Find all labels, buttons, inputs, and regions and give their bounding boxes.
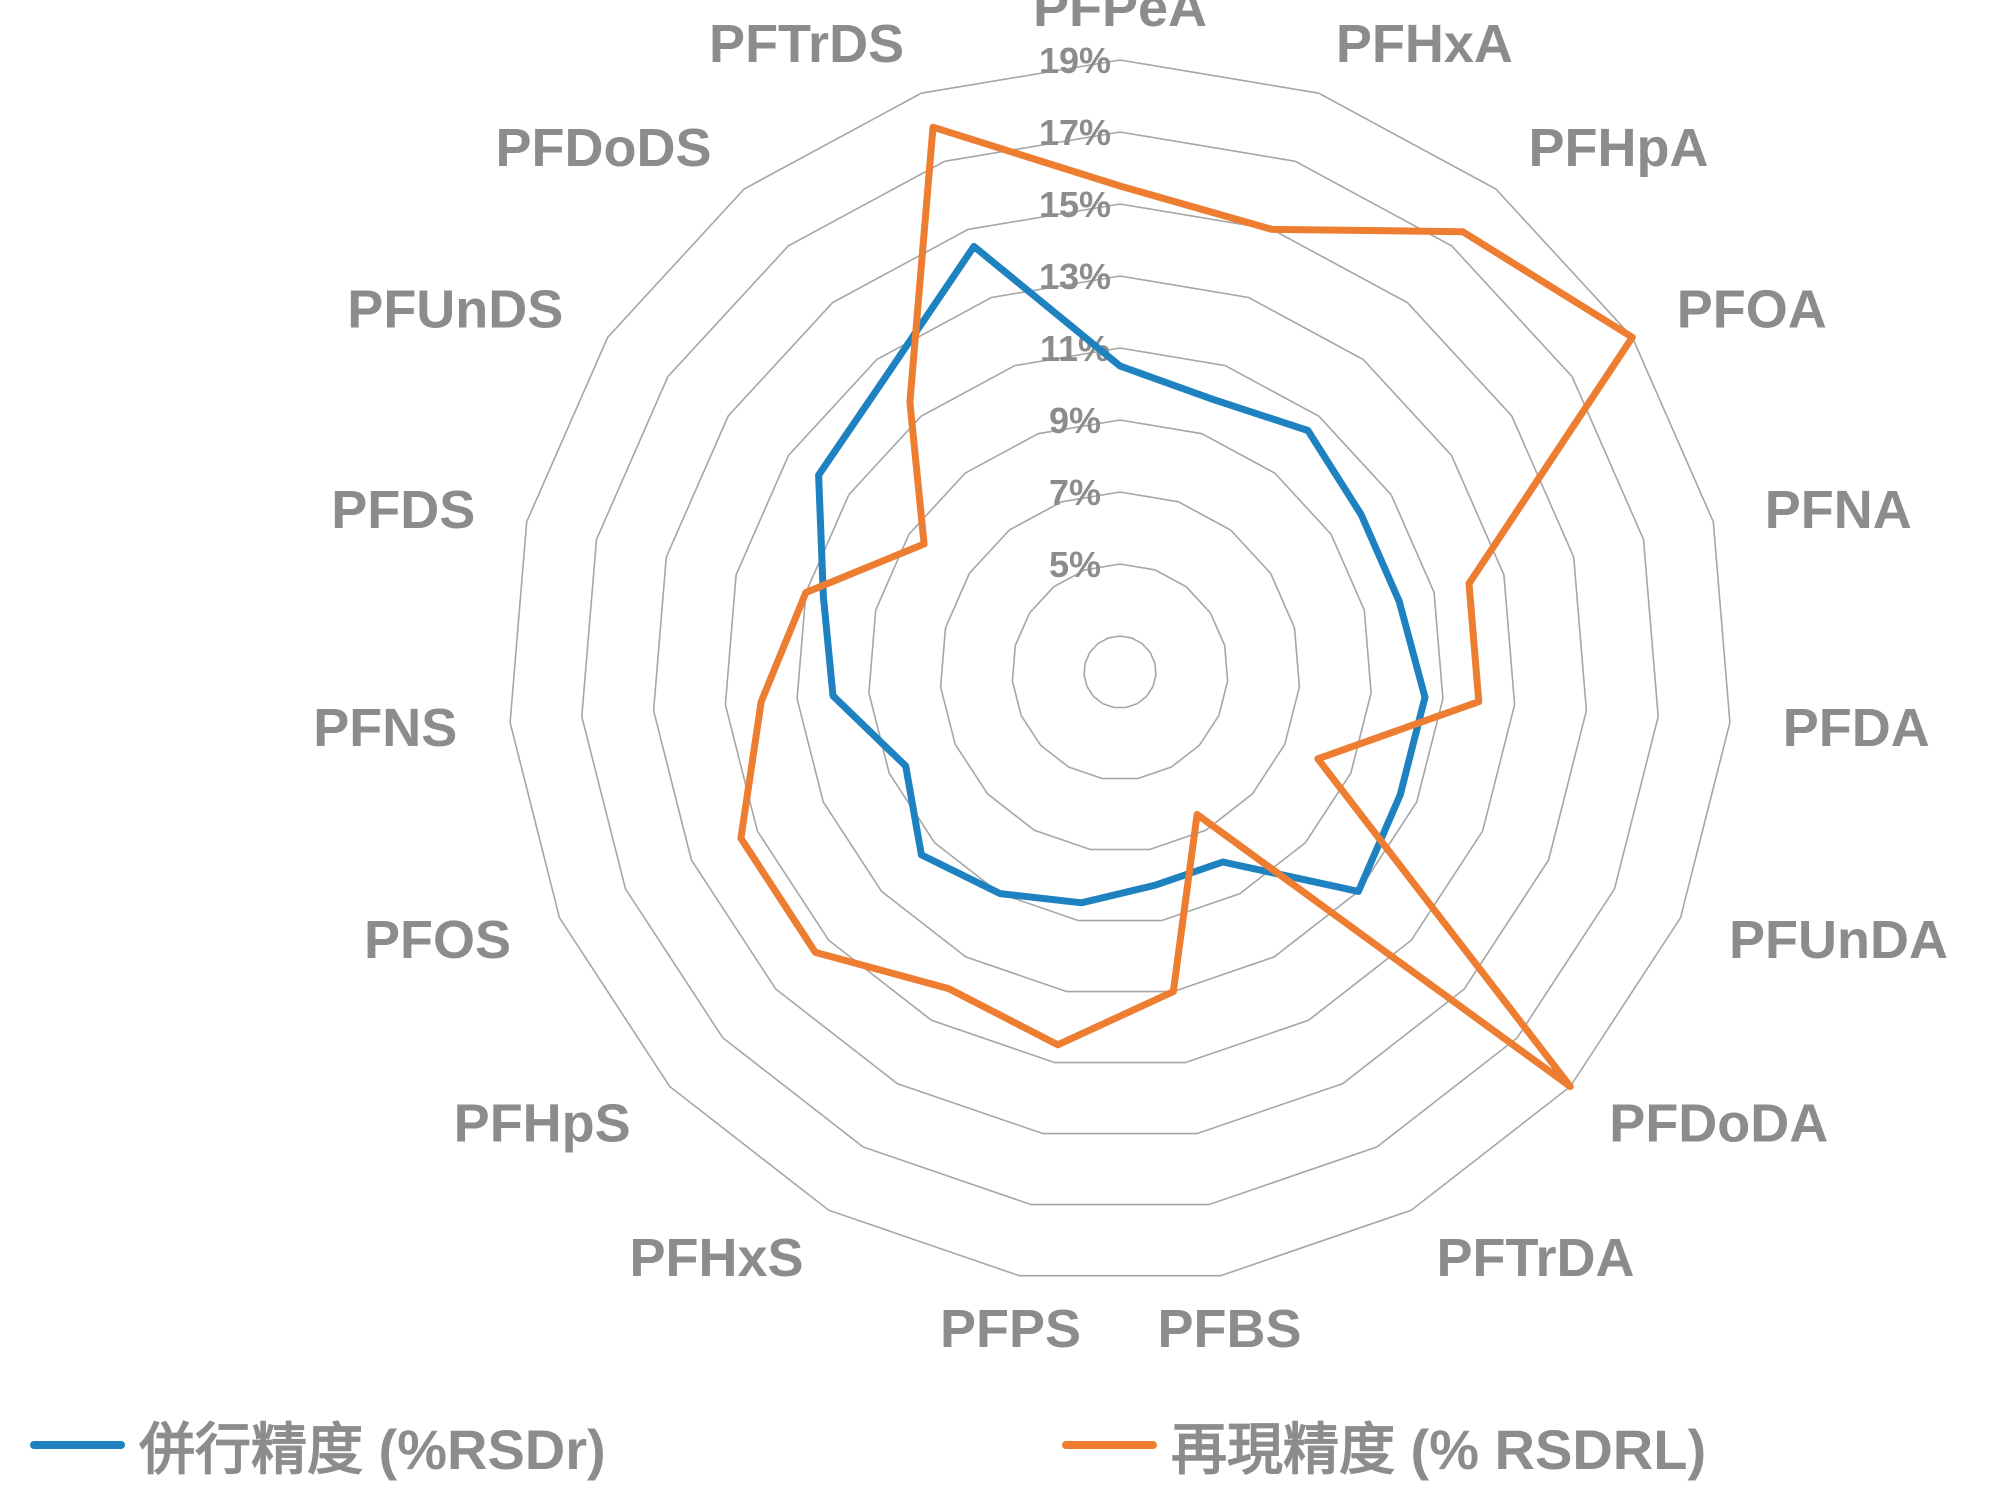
category-label: PFPeA	[1033, 0, 1207, 38]
grid-ring-6	[652, 203, 1588, 1135]
category-label: PFOS	[364, 910, 511, 970]
grid-ring-2	[939, 491, 1301, 851]
grid-ring-3	[868, 419, 1372, 922]
category-label: PFTrDA	[1437, 1228, 1635, 1288]
grid-ring-8	[509, 59, 1731, 1277]
series-line-1	[815, 242, 1429, 907]
category-label: PFNA	[1765, 480, 1912, 540]
category-label: PFDoDS	[496, 118, 712, 178]
category-label: PFHpA	[1529, 118, 1709, 178]
category-label: PFHxA	[1336, 14, 1513, 74]
grid-ring-4	[796, 347, 1444, 993]
legend-label-series-2: 再現精度 (% RSDRL)	[1171, 1417, 1707, 1481]
grid-ring-5	[724, 275, 1516, 1064]
category-labels: PFPeA PFHxA PFHpA PFOA PFNA PFDA PFUnDA PFDoDA P…	[313, 0, 1948, 1359]
legend-item-series-2: 再現精度 (% RSDRL)	[1062, 1405, 1706, 1485]
legend-swatch-series-2	[1062, 1441, 1157, 1449]
series-lines	[737, 123, 1636, 1090]
category-label: PFOA	[1677, 279, 1827, 339]
category-label: PFPS	[940, 1299, 1081, 1359]
legend-swatch-series-1	[30, 1441, 125, 1449]
category-label: PFTrDS	[709, 14, 904, 74]
category-label: PFDA	[1783, 698, 1930, 758]
legend-label-series-1: 併行精度 (%RSDr)	[139, 1417, 606, 1481]
category-label: PFNS	[313, 698, 457, 758]
radar-chart: 5%7%9%11%13%15%17%19% PFPeAPFHxAPFHpAPFO…	[313, 0, 1948, 1359]
legend-item-series-1: 併行精度 (%RSDr)	[30, 1405, 606, 1485]
category-label: PFHpS	[454, 1093, 631, 1153]
radar-grid	[509, 59, 1731, 1277]
grid-ring-1	[1011, 563, 1229, 780]
radial-tick-label: 17%	[1039, 112, 1111, 153]
radial-tick-label: 7%	[1049, 472, 1101, 513]
category-label: PFDoDA	[1609, 1093, 1828, 1153]
series-line-2	[737, 123, 1636, 1090]
radial-tick-label: 5%	[1049, 544, 1101, 585]
radial-tick-label: 9%	[1049, 400, 1101, 441]
grid-ring-7	[580, 131, 1660, 1206]
radial-tick-label: 15%	[1039, 184, 1111, 225]
category-label: PFDS	[331, 480, 475, 540]
category-label: PFHxS	[629, 1228, 803, 1288]
radial-tick-label: 13%	[1039, 256, 1111, 297]
category-label: PFUnDA	[1729, 910, 1948, 970]
category-label: PFBS	[1157, 1299, 1301, 1359]
radial-tick-label: 19%	[1039, 40, 1111, 81]
category-label: PFUnDS	[347, 279, 563, 339]
grid-ring-0	[1083, 635, 1157, 709]
